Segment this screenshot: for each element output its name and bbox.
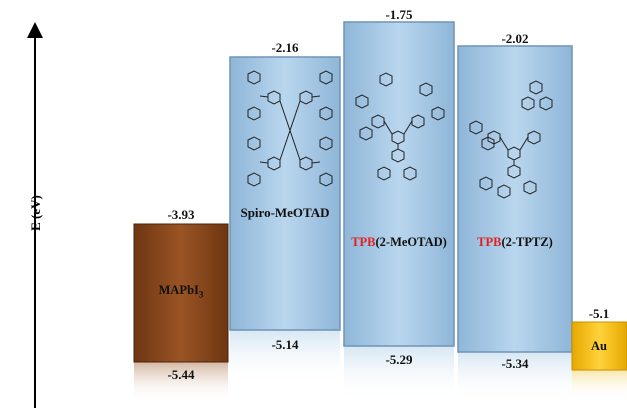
- tpb-meotad-top-label: -1.75: [385, 7, 413, 22]
- mapbi3-reflection: [134, 362, 228, 402]
- spiro-top-label: -2.16: [271, 40, 299, 55]
- tpb-meotad-reflection: [344, 346, 454, 401]
- au-reflection: [572, 370, 627, 400]
- spiro-label: Spiro-MeOTAD: [240, 205, 330, 220]
- spiro-reflection: [230, 330, 340, 385]
- au-label: Au: [591, 339, 607, 353]
- spiro-meotad-structure: [247, 70, 333, 187]
- axis-label: E (eV): [28, 195, 43, 231]
- mapbi3-bar: [133, 223, 229, 363]
- tpb-tptz-top-label: -2.02: [501, 31, 529, 46]
- mapbi3-label: MAPbI3: [159, 283, 204, 300]
- spiro-bottom-label: -5.14: [271, 337, 299, 352]
- tpb-tptz-structure: [469, 80, 553, 199]
- tpb-tptz-bottom-label: -5.34: [501, 356, 529, 371]
- tpb-meotad-bar: [343, 21, 455, 347]
- au-bar: [571, 321, 627, 371]
- au-top-label: -5.1: [588, 306, 610, 321]
- spiro-bar: [229, 56, 341, 331]
- tpb-tptz-reflection: [458, 352, 572, 402]
- tpb-tptz-bar: [457, 45, 573, 353]
- tpb-meotad-structure: [355, 72, 445, 181]
- tpb-meotad-label-suffix: (2-MeOTAD): [375, 235, 447, 249]
- tpb-tptz-label-suffix: (2-TPTZ): [501, 235, 553, 249]
- tpb-meotad-label: TPB(2-MeOTAD): [351, 235, 447, 250]
- mapbi3-label-sub: 3: [198, 289, 204, 300]
- tpb-tptz-label: TPB(2-TPTZ): [477, 235, 553, 250]
- tpb-meotad-label-tpb: TPB: [351, 235, 376, 249]
- tpb-tptz-label-tpb: TPB: [477, 235, 502, 249]
- mapbi3-top-label: -3.93: [167, 207, 195, 222]
- mapbi3-label-main: MAPbI: [158, 283, 199, 297]
- mapbi3-bottom-label: -5.44: [167, 367, 195, 382]
- tpb-meotad-bottom-label: -5.29: [385, 352, 413, 367]
